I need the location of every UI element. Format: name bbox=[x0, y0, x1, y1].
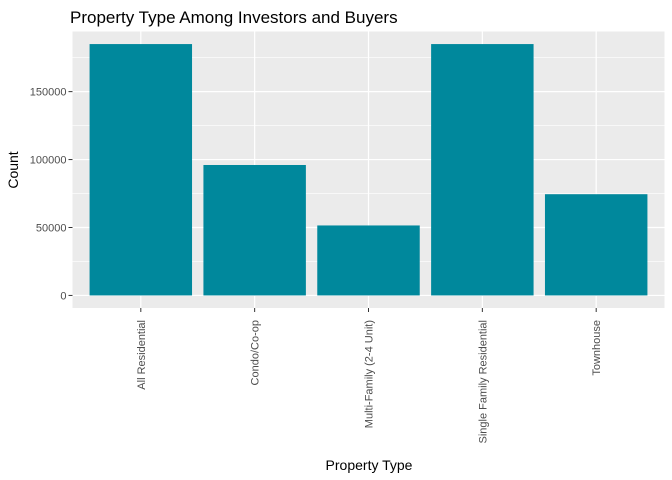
x-tick-label: Condo/Co-op bbox=[250, 320, 262, 385]
x-tick-label: Multi-Family (2-4 Unit) bbox=[364, 320, 376, 428]
y-axis-title: Count bbox=[5, 151, 21, 188]
bars bbox=[89, 44, 648, 296]
x-tick-label: All Residential bbox=[136, 320, 148, 390]
chart-title: Property Type Among Investors and Buyers bbox=[70, 8, 398, 27]
x-tick-label: Townhouse bbox=[591, 320, 603, 376]
y-tick-label: 50000 bbox=[36, 222, 67, 234]
x-axis-title: Property Type bbox=[326, 457, 413, 473]
bar bbox=[89, 44, 193, 296]
bar bbox=[317, 225, 420, 296]
y-tick-label: 100000 bbox=[30, 155, 67, 167]
y-tick-label: 0 bbox=[60, 290, 66, 302]
y-axis: 0 50000 100000 150000 bbox=[30, 87, 73, 302]
bar bbox=[544, 194, 648, 296]
bar bbox=[431, 44, 534, 296]
x-tick-label: Single Family Residential bbox=[477, 320, 489, 444]
x-axis: All Residential Condo/Co-op Multi-Family (… bbox=[136, 308, 603, 444]
bar bbox=[203, 164, 306, 296]
y-tick-label: 150000 bbox=[30, 87, 67, 99]
